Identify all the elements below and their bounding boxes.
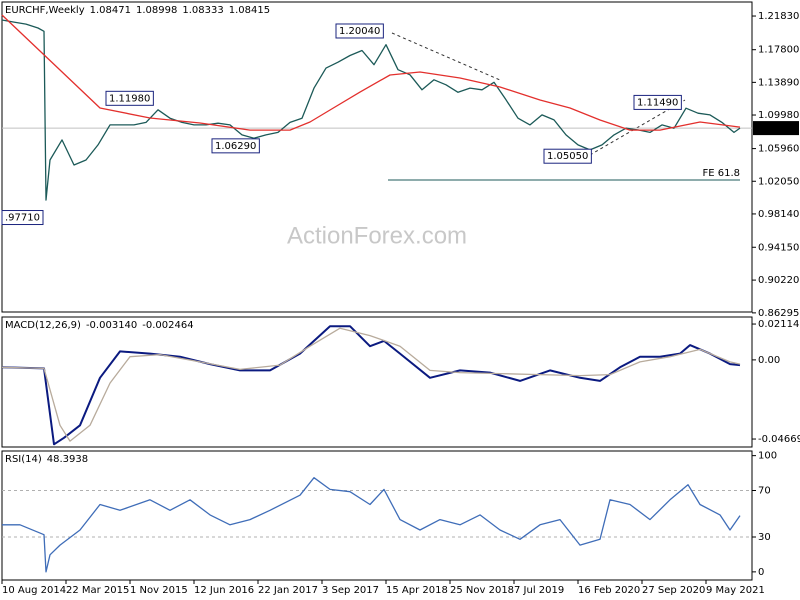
panel-title: RSI(14) bbox=[5, 454, 42, 465]
x-tick-label: 7 Jul 2019 bbox=[514, 585, 564, 596]
x-tick-label: 27 Sep 2020 bbox=[642, 585, 705, 596]
watermark: ActionForex.com bbox=[287, 222, 467, 249]
x-tick-label: 3 Sep 2017 bbox=[322, 585, 379, 596]
price-label: .97710 bbox=[5, 213, 40, 224]
panel-frame bbox=[1, 1, 753, 313]
last-price-label: 1.08415 bbox=[757, 123, 798, 134]
price-label: 1.11490 bbox=[637, 97, 678, 108]
y-tick-label: 0.98140 bbox=[758, 209, 799, 220]
x-tick-label: 15 Apr 2018 bbox=[386, 585, 448, 596]
y-tick-label: 70 bbox=[758, 486, 771, 497]
series-line bbox=[1, 19, 741, 201]
price-label-box bbox=[1, 210, 44, 226]
panel-title: MACD(12,26,9) bbox=[5, 320, 81, 331]
y-tick-label: 0.00 bbox=[758, 355, 780, 366]
series-line bbox=[2, 477, 741, 573]
price-label: 1.20040 bbox=[339, 26, 380, 37]
trend-line bbox=[391, 32, 501, 81]
price-label: 1.06290 bbox=[215, 141, 256, 152]
y-tick-label: 0.021146 bbox=[758, 319, 800, 330]
y-tick-label: 1.05960 bbox=[758, 144, 799, 155]
x-tick-label: 12 Jun 2016 bbox=[194, 585, 254, 596]
price-label-box bbox=[335, 23, 384, 39]
y-tick-label: 30 bbox=[758, 532, 771, 543]
price-label: 1.11980 bbox=[109, 93, 150, 104]
y-tick-label: 1.21830 bbox=[758, 11, 799, 22]
price-label: 1.05050 bbox=[547, 151, 588, 162]
panel-frame bbox=[1, 316, 753, 448]
price-label-box bbox=[543, 148, 592, 164]
y-tick-label: 1.17800 bbox=[758, 45, 799, 56]
x-tick-label: 1 Nov 2015 bbox=[130, 585, 188, 596]
price-label-box bbox=[633, 94, 682, 110]
y-tick-label: 100 bbox=[758, 451, 777, 462]
price-label-box bbox=[211, 138, 260, 154]
panel-frame bbox=[1, 450, 753, 581]
y-tick-label: 1.09980 bbox=[758, 110, 799, 121]
last-price-box bbox=[753, 121, 799, 136]
panel-reading: -0.002464 bbox=[142, 320, 193, 331]
panel-reading: 1.08333 bbox=[182, 5, 223, 16]
x-tick-label: 10 Aug 2014 bbox=[2, 585, 66, 596]
panel-reading: 1.08471 bbox=[90, 5, 131, 16]
x-tick-label: 22 Jan 2017 bbox=[258, 585, 318, 596]
y-tick-label: -0.046699 bbox=[758, 434, 800, 445]
panel-reading: -0.003140 bbox=[86, 320, 137, 331]
x-tick-label: 9 May 2021 bbox=[706, 585, 765, 596]
x-tick-label: 16 Feb 2020 bbox=[578, 585, 640, 596]
panel-title: EURCHF,Weekly bbox=[5, 5, 85, 16]
y-tick-label: 0.90220 bbox=[758, 275, 799, 286]
x-tick-label: 25 Nov 2018 bbox=[450, 585, 514, 596]
panel-reading: 1.08415 bbox=[229, 5, 270, 16]
y-tick-label: 0.86295 bbox=[758, 308, 799, 319]
panel-reading: 1.08998 bbox=[136, 5, 177, 16]
y-tick-label: 1.13890 bbox=[758, 77, 799, 88]
y-tick-label: 1.02050 bbox=[758, 176, 799, 187]
series-line bbox=[1, 14, 741, 131]
panel-reading: 48.3938 bbox=[47, 454, 88, 465]
series-line bbox=[1, 327, 741, 442]
x-tick-label: 22 Mar 2015 bbox=[66, 585, 129, 596]
y-tick-label: 0 bbox=[758, 567, 764, 578]
fe-label: FE 61.8 bbox=[702, 168, 740, 179]
y-tick-label: 0.94150 bbox=[758, 242, 799, 253]
price-label-box bbox=[105, 90, 154, 106]
